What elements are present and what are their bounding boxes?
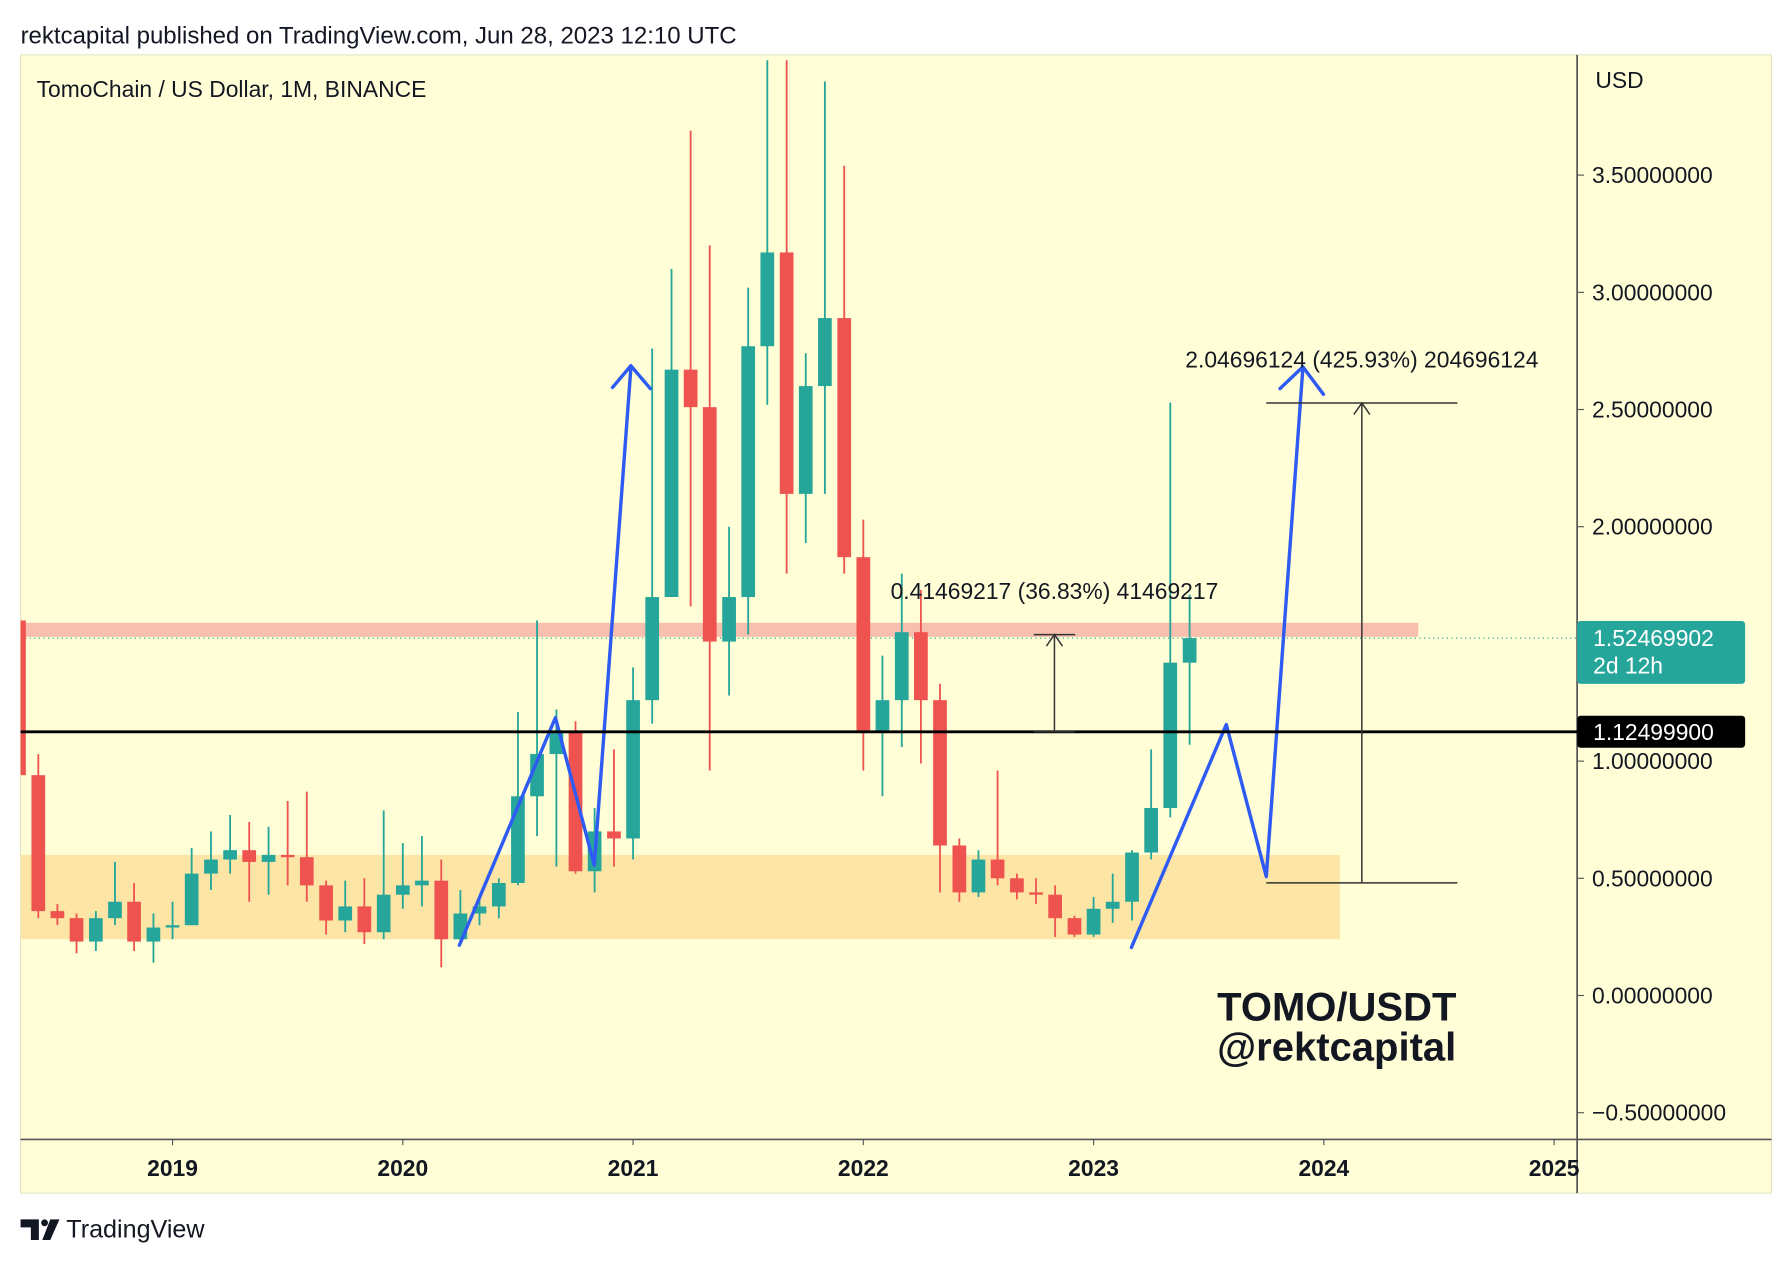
- last-price-box: [1577, 620, 1746, 684]
- candle-body: [1125, 852, 1139, 902]
- footer: TradingView: [66, 1216, 205, 1244]
- candle-body: [818, 318, 832, 387]
- candle-body: [108, 901, 122, 919]
- candle-body: [1144, 807, 1159, 853]
- candle-body: [50, 911, 65, 919]
- y-tick-label: 2.50000000: [1592, 397, 1713, 423]
- candle-body: [434, 880, 449, 940]
- candle-body: [357, 906, 372, 933]
- candle-body: [1067, 918, 1082, 935]
- x-tick-label: 2025: [1529, 1155, 1580, 1181]
- candle-body: [1048, 894, 1062, 919]
- level-label: 1.12499900: [1593, 719, 1714, 745]
- candle-body: [299, 857, 314, 886]
- candle-body: [1010, 878, 1024, 893]
- candle-body: [223, 850, 237, 860]
- candle-body: [702, 407, 717, 642]
- candle-body: [165, 925, 180, 928]
- candle-body: [914, 632, 928, 701]
- candle-body: [607, 831, 621, 839]
- candle-body: [875, 700, 890, 731]
- chart-title: TomoChain / US Dollar, 1M, BINANCE: [37, 76, 427, 102]
- candle-body: [491, 882, 506, 907]
- candle-body: [472, 906, 487, 914]
- candle-body: [645, 597, 660, 701]
- candle-body: [280, 854, 295, 858]
- x-tick-label: 2022: [838, 1155, 889, 1181]
- candle-body: [741, 346, 756, 598]
- candle-body: [31, 775, 46, 912]
- candle-body: [242, 850, 257, 862]
- measure-arrowhead: [1045, 633, 1064, 647]
- candle-body: [856, 557, 871, 731]
- candle-body: [530, 754, 544, 797]
- x-tick-label: 2020: [377, 1155, 428, 1181]
- x-tick-label: 2023: [1068, 1155, 1119, 1181]
- candle-body: [722, 597, 736, 642]
- zone: [20, 622, 1419, 637]
- candle-body: [933, 700, 947, 846]
- candle-body: [779, 252, 794, 494]
- candle-body: [971, 859, 986, 893]
- candle-body: [204, 859, 218, 874]
- last-price-label: 1.52469902: [1593, 625, 1714, 651]
- level-label-box: [1577, 715, 1746, 748]
- candle-body: [952, 845, 967, 893]
- candle-body: [683, 369, 698, 408]
- candle-body: [127, 901, 141, 942]
- candle-body: [990, 859, 1005, 879]
- measure-label: 0.41469217 (36.83%) 41469217: [891, 578, 1219, 604]
- candle-body: [89, 918, 103, 942]
- measure-label: 2.04696124 (425.93%) 204696124: [1185, 347, 1538, 373]
- y-tick-label: −0.50000000: [1592, 1100, 1726, 1126]
- candle-body: [1086, 908, 1101, 935]
- watermark: TOMO/USDT: [1217, 986, 1456, 1030]
- candle-body: [1182, 638, 1197, 663]
- y-axis-label: USD: [1595, 67, 1643, 93]
- projection: [457, 363, 1326, 950]
- x-tick-label: 2024: [1298, 1155, 1349, 1181]
- candle-body: [837, 318, 852, 558]
- y-tick-label: 3.00000000: [1592, 279, 1713, 305]
- candle-body: [760, 252, 775, 347]
- y-tick-label: 1.00000000: [1592, 748, 1713, 774]
- candle-body: [626, 700, 640, 839]
- y-tick-label: 0.50000000: [1592, 865, 1713, 891]
- candle-body: [1029, 892, 1043, 895]
- candle-body: [319, 885, 333, 921]
- candle-body: [338, 906, 353, 921]
- candle-body: [146, 927, 161, 942]
- candle-body: [798, 386, 813, 494]
- y-tick-label: 0.00000000: [1592, 983, 1713, 1009]
- candle-body: [69, 918, 84, 942]
- watermark: @rektcapital: [1217, 1026, 1456, 1070]
- y-tick-label: 3.50000000: [1592, 162, 1713, 188]
- y-tick-label: 2.00000000: [1592, 514, 1713, 540]
- countdown-label: 2d 12h: [1593, 653, 1663, 679]
- header: rektcapital published on TradingView.com…: [21, 22, 737, 49]
- zone: [20, 854, 1340, 940]
- measure-arrowhead: [1353, 401, 1371, 415]
- candle-body: [376, 894, 391, 933]
- candle-body: [261, 854, 276, 862]
- candle-body: [184, 873, 199, 926]
- tradingview-logo: [20, 1219, 60, 1240]
- candle-body: [894, 632, 909, 701]
- candle-body: [395, 885, 410, 895]
- candle-body: [664, 369, 679, 598]
- candle-body: [20, 620, 26, 776]
- x-tick-label: 2019: [147, 1155, 198, 1181]
- candle-body: [1105, 901, 1120, 909]
- x-tick-label: 2021: [608, 1155, 659, 1181]
- candle-body: [568, 732, 583, 872]
- candle-body: [415, 880, 429, 886]
- candle-body: [1163, 662, 1178, 808]
